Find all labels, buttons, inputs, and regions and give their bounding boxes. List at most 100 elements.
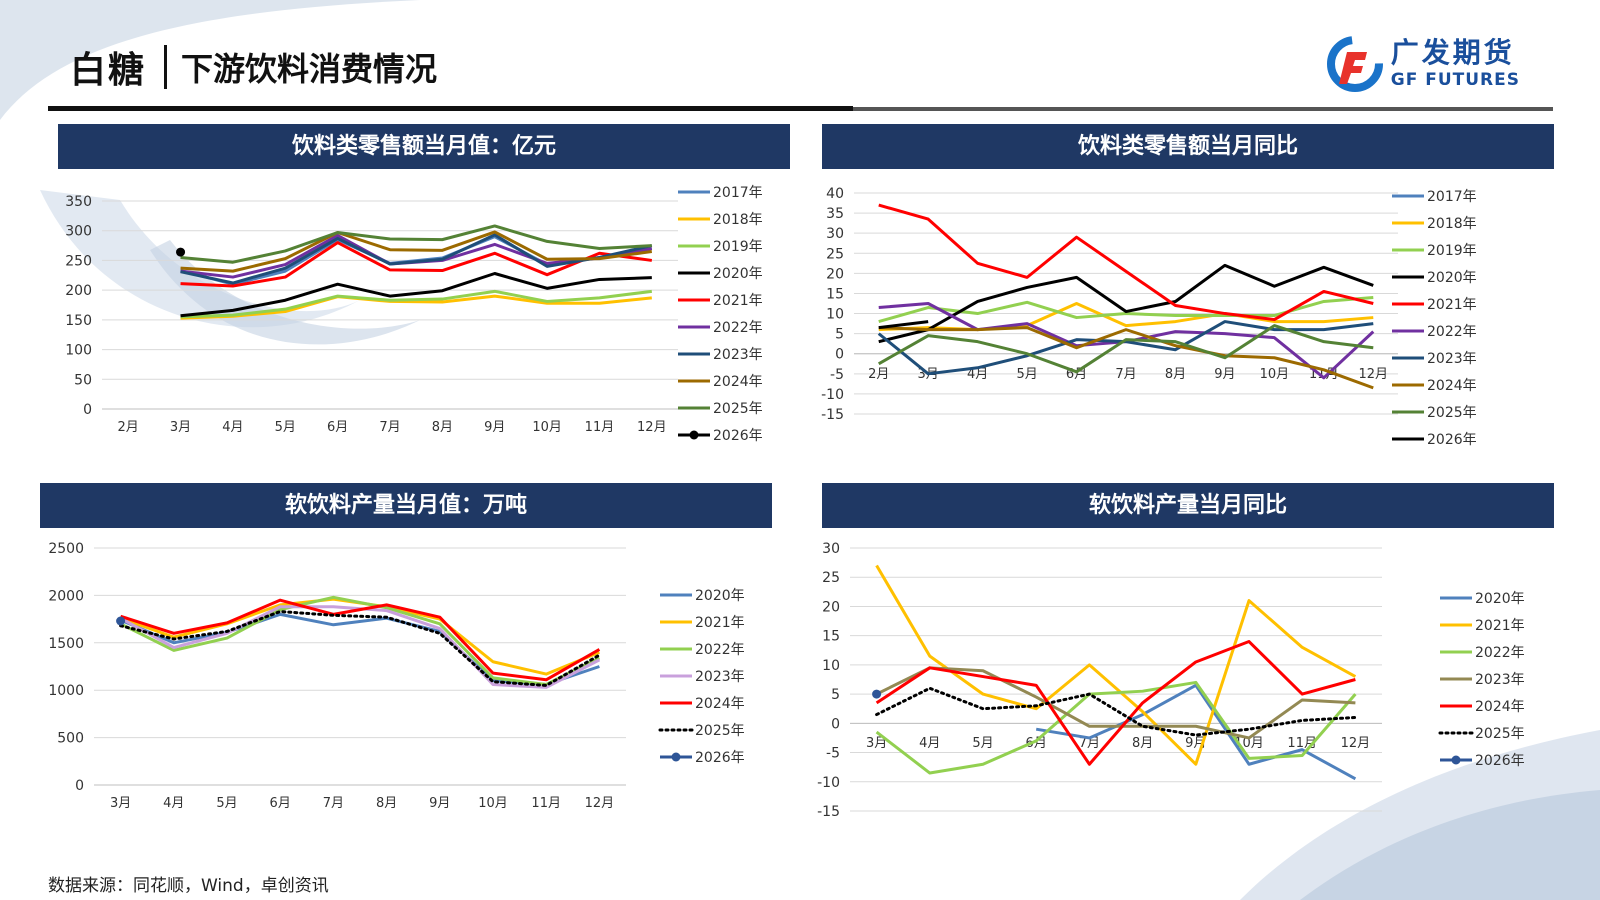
y-tick-label: 30 [826,226,844,242]
y-tick-label: 1500 [48,636,84,652]
legend-entry: 2023年 [1392,351,1477,367]
legend-entry: 2024年 [678,374,763,390]
legend-entry: 2023年 [1440,672,1525,688]
data-source-note: 数据来源：同花顺，Wind，卓创资讯 [48,876,329,896]
y-tick-label: 5 [835,327,844,343]
legend-label: 2025年 [1427,405,1477,421]
legend-entry: 2018年 [1392,216,1477,232]
series-2022年 [119,595,601,687]
x-tick-label: 8月 [1132,736,1153,751]
series-2026年 [878,320,929,330]
legend-label: 2020年 [695,588,745,604]
series-2025年 [877,324,1374,374]
chart2-title: 饮料类零售额当月同比 [822,124,1554,169]
series-2021年 [875,564,1357,766]
x-tick-label: 4月 [919,736,940,751]
series-2025年 [119,610,601,687]
y-tick-label: 25 [822,570,840,586]
legend-entry: 2025年 [1392,405,1477,421]
y-tick-label: 0 [835,347,844,363]
legend-label: 2018年 [1427,216,1477,232]
series-line [875,640,1356,766]
x-tick-label: 7月 [1079,736,1100,751]
y-tick-label: -10 [821,387,844,403]
x-tick-label: 10月 [1260,367,1290,382]
gf-futures-logo: 广发期货 GF FUTURES [1326,36,1520,92]
legend-marker [671,752,681,762]
series-2018年 [180,294,652,320]
data-point [872,689,882,699]
x-tick-label: 5月 [972,736,993,751]
legend-entry: 2019年 [678,239,763,255]
y-tick-label: 0 [75,778,84,794]
legend-entry: 2026年 [1392,432,1477,448]
legend-label: 2024年 [1427,378,1477,394]
x-tick-label: 5月 [216,796,237,811]
legend-label: 2026年 [695,750,745,766]
legend-entry: 2026年 [660,750,745,766]
legend-label: 2026年 [1475,753,1525,769]
series-line [877,324,1374,374]
legend-label: 2017年 [713,185,763,201]
legend-label: 2023年 [1427,351,1477,367]
y-tick-label: 150 [65,313,92,329]
series-line [180,233,653,285]
series-2026年 [116,616,126,626]
x-tick-label: 5月 [275,420,296,435]
series-line [119,595,601,687]
y-tick-label: 10 [826,307,844,323]
legend-entry: 2025年 [678,401,763,417]
legend-entry: 2020年 [1440,591,1525,607]
chart1-title: 饮料类零售额当月值：亿元 [58,124,790,169]
series-2024年 [180,230,653,273]
legend-entry: 2021年 [660,615,745,631]
legend-entry: 2020年 [1392,270,1477,286]
legend-label: 2022年 [1427,324,1477,340]
y-tick-label: -5 [826,746,840,762]
x-tick-label: 2月 [868,367,889,382]
x-tick-label: 4月 [967,367,988,382]
y-tick-label: 15 [822,629,840,645]
legend-label: 2022年 [1475,645,1525,661]
chart-beverage-retail-value: 0 50 100 150 200 250 300 350 2月 3月 4月 5月 6月 7月 8月 9月 10月… [65,185,763,444]
x-tick-label: 4月 [163,796,184,811]
x-tick-label: 7月 [323,796,344,811]
legend-entry: 2021年 [1392,297,1477,313]
series-line [180,272,652,318]
page-subtitle: 下游饮料消费情况 [181,50,438,88]
x-tick-label: 10月 [532,420,562,435]
legend-label: 2021年 [695,615,745,631]
x-tick-label: 7月 [379,420,400,435]
x-tick-label: 11月 [585,420,615,435]
series-line [875,564,1357,766]
y-tick-label: 500 [57,731,84,747]
legend-entry: 2025年 [1438,726,1525,742]
y-tick-label: 300 [65,224,92,240]
x-tick-label: 12月 [637,420,667,435]
y-tick-label: 15 [826,286,844,302]
x-tick-label: 8月 [432,420,453,435]
x-tick-label: 11月 [531,796,561,811]
series-line [120,612,600,687]
series-line [878,203,1374,322]
legend-entry: 2026年 [1440,753,1525,769]
series-line [875,666,1356,740]
x-tick-label: 3月 [110,796,131,811]
y-tick-label: 10 [822,658,840,674]
legend-label: 2021年 [1475,618,1525,634]
legend-label: 2022年 [695,642,745,658]
y-tick-label: 35 [826,206,844,222]
series-line [878,320,929,330]
series-line [875,680,1357,775]
series-line [180,224,652,264]
gf-logo-icon [1326,36,1383,92]
header-rule-gray [853,107,1553,111]
y-tick-label: -5 [830,367,844,383]
series-2026年 [176,247,186,257]
y-tick-label: 200 [65,283,92,299]
series-2024年 [878,326,1374,390]
y-tick-label: -15 [821,407,844,423]
legend-entry: 2023年 [660,669,745,685]
title-divider [164,45,168,89]
